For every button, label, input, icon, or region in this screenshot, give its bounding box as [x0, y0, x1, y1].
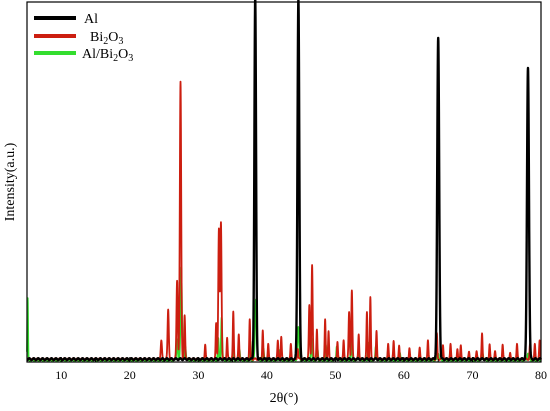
series-layer: [25, 0, 543, 362]
legend-label-al-bi2o3: Al/Bi2O3: [82, 47, 133, 64]
x-tick-label: 10: [55, 368, 67, 382]
series-line-bi2o3: [26, 80, 542, 361]
x-tick-label: 80: [535, 368, 547, 382]
x-tick-label: 50: [329, 368, 341, 382]
x-tick-label: 60: [398, 368, 410, 382]
x-axis-ticks: 10 20 30 40 50 60 70 80: [26, 357, 547, 382]
x-tick-label: 20: [124, 368, 136, 382]
plot-frame: [26, 1, 542, 363]
legend-label-al: Al: [84, 12, 98, 27]
x-tick-label: 30: [192, 368, 204, 382]
y-axis-label: Intensity(a.u.): [3, 142, 18, 221]
series-line-al-bi2o3: [26, 266, 542, 362]
x-axis-label: 2θ(°): [270, 391, 299, 406]
x-tick-label: 70: [466, 368, 478, 382]
legend-label-bi2o3: Bi2O3: [90, 30, 123, 47]
x-tick-label: 40: [261, 368, 273, 382]
series-line-al: [25, 0, 543, 362]
